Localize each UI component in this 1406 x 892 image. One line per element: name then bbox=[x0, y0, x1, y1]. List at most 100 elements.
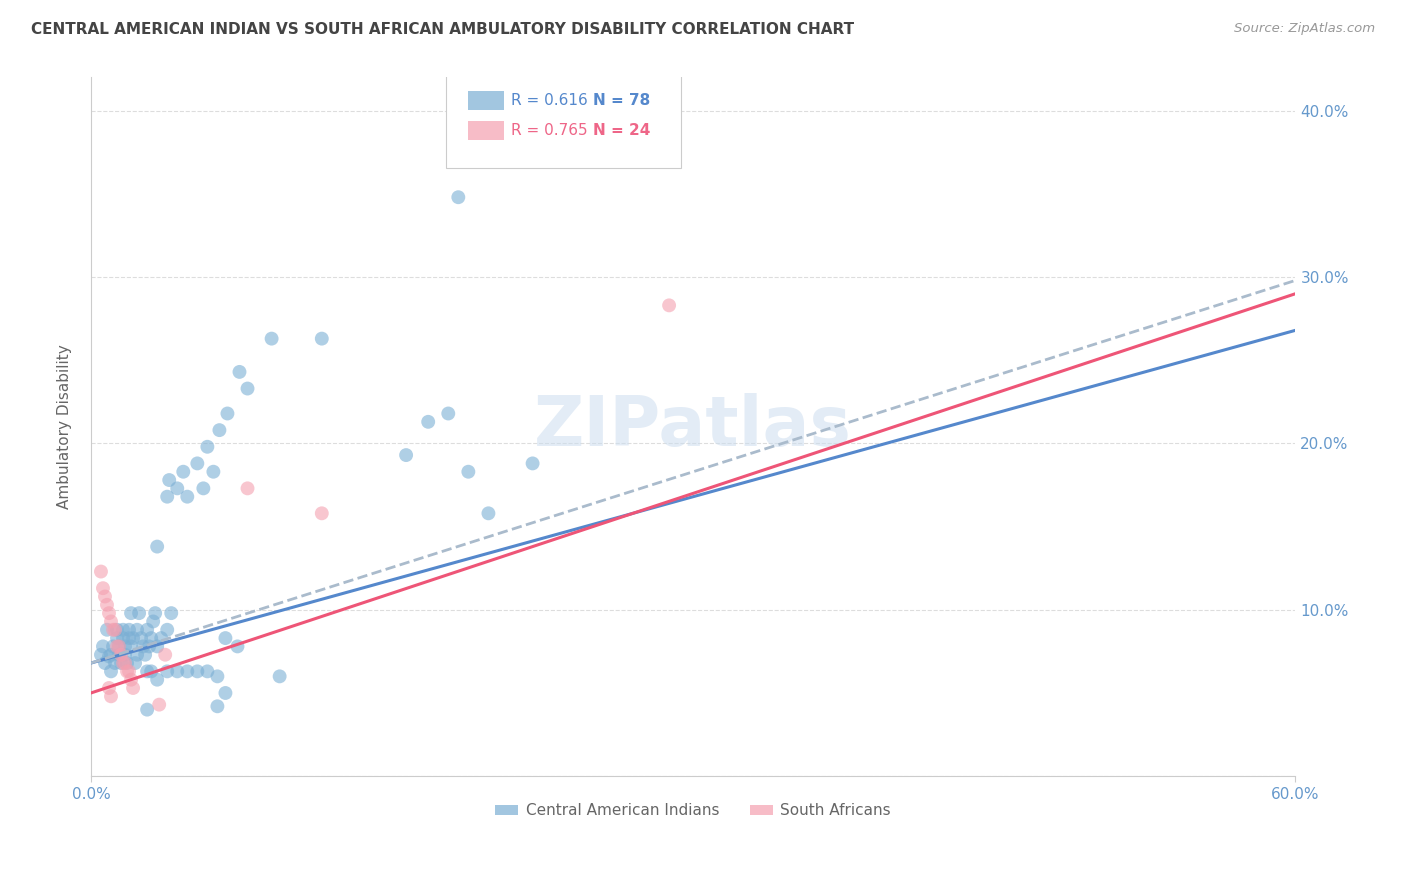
Point bbox=[311, 506, 333, 520]
Point bbox=[477, 506, 499, 520]
Point bbox=[100, 648, 122, 662]
Point bbox=[156, 623, 179, 637]
Point bbox=[110, 656, 132, 670]
Point bbox=[90, 648, 112, 662]
Point bbox=[105, 623, 128, 637]
Point bbox=[150, 631, 173, 645]
Point bbox=[129, 631, 152, 645]
Point bbox=[148, 698, 170, 712]
Point bbox=[94, 590, 117, 604]
Point bbox=[214, 631, 236, 645]
Point bbox=[447, 190, 470, 204]
Point bbox=[120, 640, 142, 654]
Point bbox=[157, 473, 180, 487]
Point bbox=[141, 665, 163, 679]
Text: ZIPatlas: ZIPatlas bbox=[534, 393, 852, 460]
Point bbox=[160, 606, 183, 620]
Point bbox=[217, 407, 239, 421]
Point bbox=[108, 640, 131, 654]
Point bbox=[156, 665, 179, 679]
FancyBboxPatch shape bbox=[468, 120, 505, 140]
Point bbox=[193, 481, 215, 495]
Point bbox=[207, 699, 229, 714]
Point bbox=[100, 690, 122, 704]
Point bbox=[122, 681, 145, 695]
Point bbox=[118, 623, 141, 637]
Point bbox=[112, 631, 135, 645]
Point bbox=[155, 648, 177, 662]
Point bbox=[104, 656, 127, 670]
Point bbox=[118, 665, 141, 679]
Point bbox=[311, 332, 333, 346]
Point bbox=[658, 298, 681, 312]
Point bbox=[146, 673, 169, 687]
Point bbox=[90, 565, 112, 579]
Point bbox=[166, 665, 188, 679]
Y-axis label: Ambulatory Disability: Ambulatory Disability bbox=[58, 344, 72, 509]
Point bbox=[146, 640, 169, 654]
Point bbox=[236, 481, 259, 495]
FancyBboxPatch shape bbox=[468, 91, 505, 111]
Point bbox=[186, 665, 208, 679]
Point bbox=[104, 623, 127, 637]
Point bbox=[186, 457, 208, 471]
Text: R = 0.765: R = 0.765 bbox=[512, 123, 588, 138]
Point bbox=[91, 581, 114, 595]
Point bbox=[260, 332, 283, 346]
Point bbox=[108, 640, 131, 654]
Point bbox=[142, 615, 165, 629]
Point bbox=[127, 648, 149, 662]
Point bbox=[120, 606, 142, 620]
Point bbox=[100, 665, 122, 679]
Point bbox=[437, 407, 460, 421]
Text: CENTRAL AMERICAN INDIAN VS SOUTH AFRICAN AMBULATORY DISABILITY CORRELATION CHART: CENTRAL AMERICAN INDIAN VS SOUTH AFRICAN… bbox=[31, 22, 853, 37]
Point bbox=[143, 606, 166, 620]
Legend: Central American Indians, South Africans: Central American Indians, South Africans bbox=[489, 797, 897, 824]
Point bbox=[120, 673, 142, 687]
Point bbox=[207, 669, 229, 683]
Point bbox=[395, 448, 418, 462]
Point bbox=[96, 598, 118, 612]
Text: R = 0.616: R = 0.616 bbox=[512, 93, 588, 108]
Point bbox=[118, 631, 141, 645]
Point bbox=[101, 640, 124, 654]
Point bbox=[226, 640, 249, 654]
Point bbox=[136, 623, 159, 637]
Point bbox=[141, 631, 163, 645]
Point bbox=[105, 640, 128, 654]
Point bbox=[195, 665, 218, 679]
Point bbox=[94, 656, 117, 670]
Point bbox=[114, 656, 136, 670]
Point bbox=[105, 631, 128, 645]
Point bbox=[522, 457, 544, 471]
Point bbox=[136, 665, 159, 679]
Point bbox=[202, 465, 225, 479]
Text: N = 78: N = 78 bbox=[593, 93, 651, 108]
Point bbox=[112, 623, 135, 637]
Point bbox=[176, 665, 198, 679]
Point bbox=[108, 648, 131, 662]
Point bbox=[236, 382, 259, 396]
Point bbox=[172, 465, 194, 479]
Point bbox=[110, 648, 132, 662]
Point bbox=[156, 490, 179, 504]
Point bbox=[98, 649, 121, 664]
Point bbox=[114, 640, 136, 654]
Point bbox=[228, 365, 250, 379]
Point bbox=[91, 640, 114, 654]
Point bbox=[138, 640, 160, 654]
Point bbox=[208, 423, 231, 437]
Point bbox=[114, 648, 136, 662]
Point bbox=[98, 681, 121, 695]
Point bbox=[115, 656, 138, 670]
Point bbox=[195, 440, 218, 454]
Text: Source: ZipAtlas.com: Source: ZipAtlas.com bbox=[1234, 22, 1375, 36]
Point bbox=[214, 686, 236, 700]
Point bbox=[132, 640, 155, 654]
Point bbox=[128, 606, 150, 620]
Point bbox=[166, 481, 188, 495]
Point bbox=[100, 615, 122, 629]
Text: N = 24: N = 24 bbox=[593, 123, 651, 138]
Point bbox=[134, 648, 156, 662]
Point bbox=[124, 656, 146, 670]
